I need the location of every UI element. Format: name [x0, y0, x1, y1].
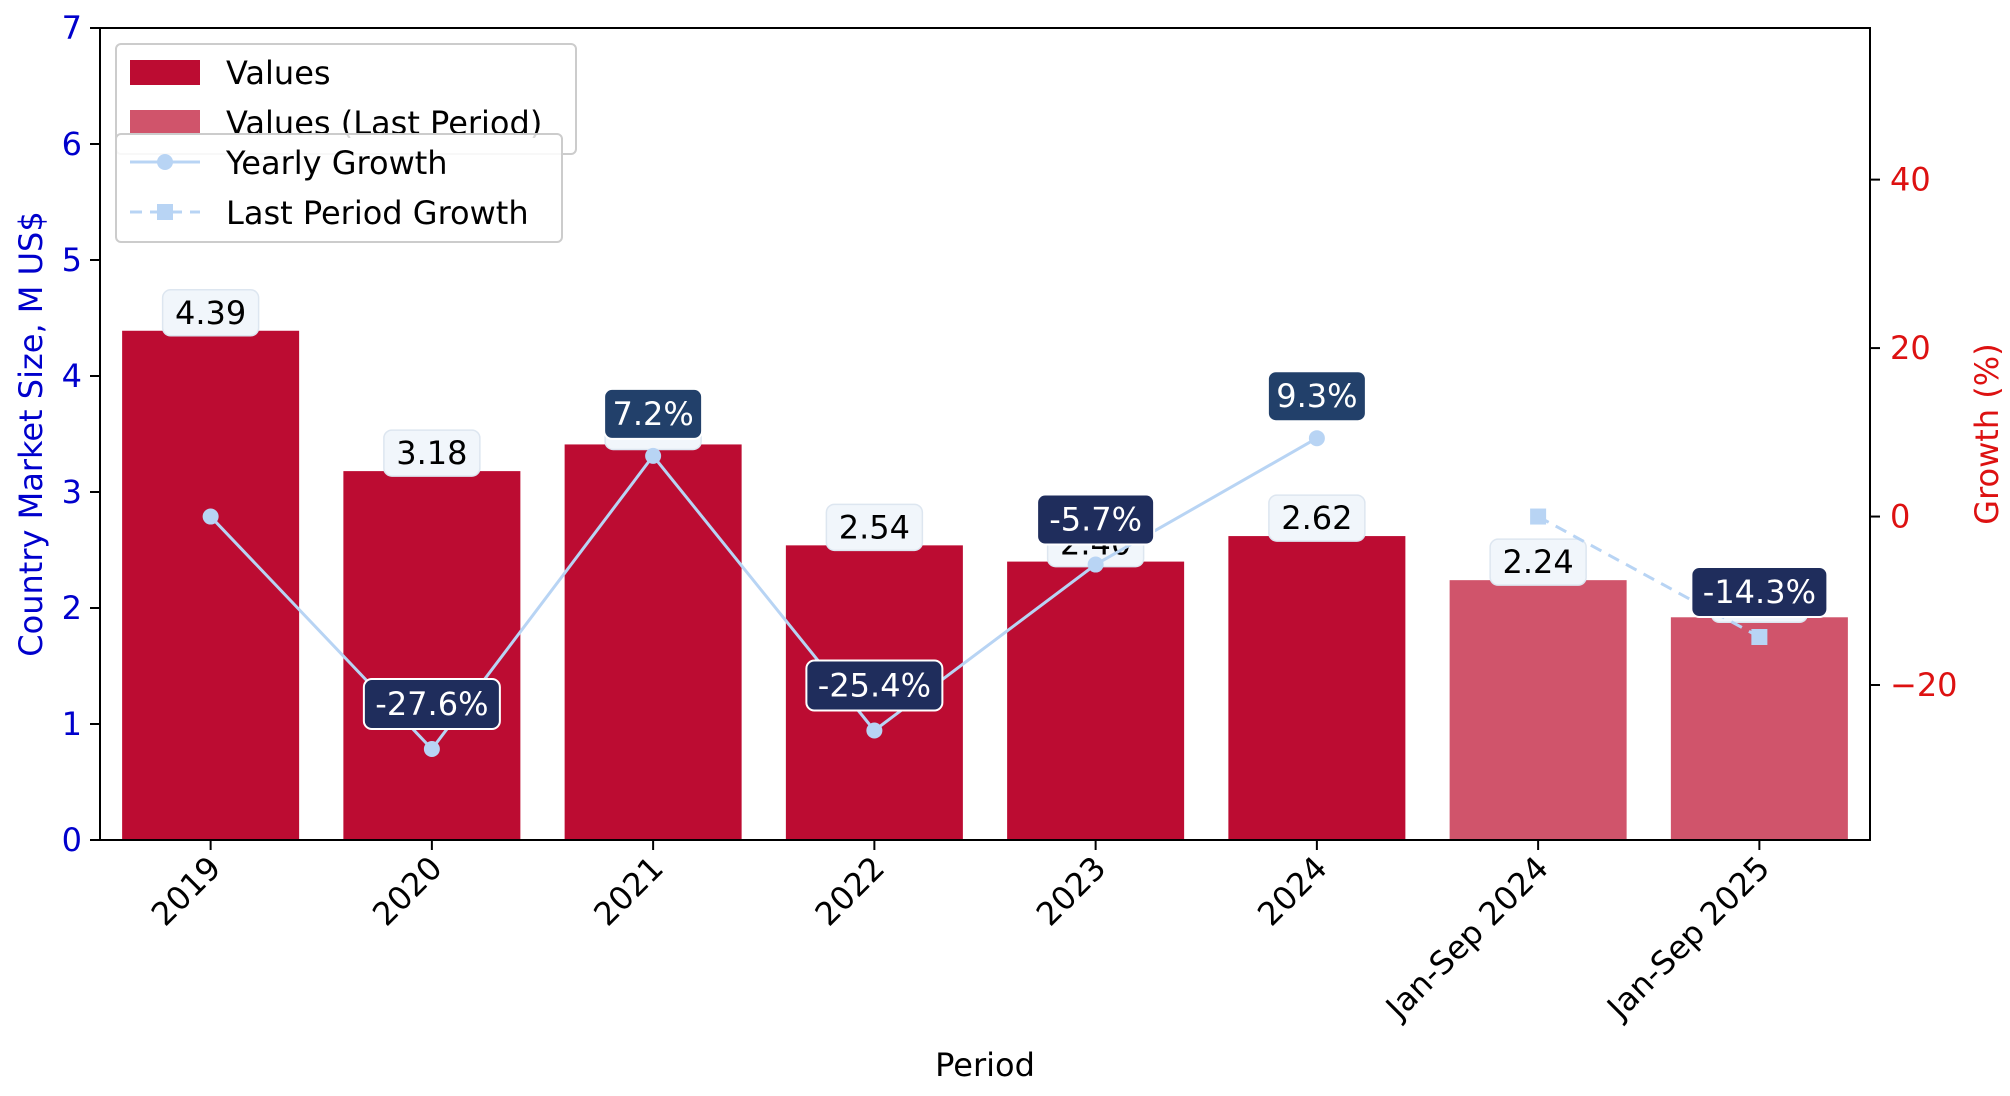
- value-label-1: 3.18: [396, 434, 467, 472]
- bar-7: [1670, 617, 1848, 840]
- value-label-box-0: [161, 289, 260, 337]
- legend-label-0: Values: [226, 54, 331, 92]
- plot-frame: [99, 27, 1871, 841]
- bar-4: [1007, 561, 1185, 840]
- y-tick-label-1: 1: [62, 705, 82, 743]
- value-label-box-5: [1268, 494, 1366, 542]
- legend-box-lines: [115, 133, 563, 243]
- y-tick-label-5: 5: [62, 241, 82, 279]
- y2-tick-label-3: 40: [1890, 161, 1931, 199]
- value-label-0: 4.39: [175, 294, 246, 332]
- growth-label-0-2: 7.2%: [612, 395, 693, 433]
- legend-swatch-1: [130, 110, 200, 135]
- growth-label-0-1: -27.6%: [375, 685, 488, 723]
- value-label-6: 2.24: [1503, 543, 1574, 581]
- growth-label-box-0-5: [1266, 370, 1367, 423]
- y-axis-label: Country Market Size, M US$: [12, 211, 50, 656]
- bar-6: [1449, 580, 1627, 840]
- growth-label-box-0-4: [1036, 493, 1156, 546]
- growth-label-1-1: -14.3%: [1703, 573, 1816, 611]
- value-label-box-1: [383, 429, 481, 477]
- legend-line-label-1: Last Period Growth: [226, 194, 529, 232]
- growth-marker-0-5: [1308, 430, 1325, 447]
- growth-marker-0-3: [866, 722, 883, 739]
- legend-marker-1: [157, 204, 173, 220]
- y2-tick-label-1: 0: [1890, 498, 1910, 536]
- growth-label-box-0-2: [603, 387, 704, 440]
- value-label-box-3: [825, 503, 924, 552]
- legend-marker-0: [157, 154, 173, 170]
- growth-marker-0-0: [202, 508, 219, 525]
- growth-marker-1-1: [1751, 629, 1768, 645]
- value-label-3: 2.54: [839, 508, 910, 546]
- y-tick-label-7: 7: [62, 9, 82, 47]
- bar-2: [564, 444, 742, 840]
- bar-5: [1228, 536, 1406, 840]
- y-tick-label-3: 3: [62, 473, 82, 511]
- growth-label-box-1-1: [1690, 566, 1829, 618]
- growth-label-0-4: -5.7%: [1049, 501, 1142, 539]
- y2-tick-label-0: −20: [1890, 666, 1958, 704]
- growth-marker-0-2: [645, 447, 662, 464]
- legend-line-label-0: Yearly Growth: [225, 144, 448, 182]
- x-axis-label: Period: [935, 1046, 1035, 1084]
- value-label-5: 2.62: [1281, 499, 1352, 537]
- growth-marker-1-0: [1530, 508, 1547, 525]
- value-label-box-6: [1489, 538, 1587, 586]
- growth-marker-0-4: [1087, 556, 1104, 573]
- y2-axis-label: Growth (%): [1968, 343, 2006, 524]
- y-tick-label-6: 6: [62, 125, 82, 163]
- legend-swatch-0: [130, 60, 200, 85]
- growth-label-0-5: 9.3%: [1276, 377, 1357, 415]
- growth-labels-layer: -27.6% 7.2% -25.4% -5.7% 9.3% -14.3%: [362, 370, 1829, 731]
- growth-marker-0-1: [423, 741, 440, 758]
- y-tick-label-4: 4: [62, 357, 82, 395]
- bar-1: [343, 471, 521, 840]
- growth-label-box-0-1: [362, 678, 501, 731]
- growth-label-0-3: -25.4%: [818, 666, 931, 704]
- y-tick-label-0: 0: [62, 821, 82, 859]
- y-tick-label-2: 2: [62, 589, 82, 627]
- growth-label-box-0-3: [805, 659, 944, 712]
- y2-tick-label-2: 20: [1890, 329, 1931, 367]
- bar-0: [122, 330, 300, 840]
